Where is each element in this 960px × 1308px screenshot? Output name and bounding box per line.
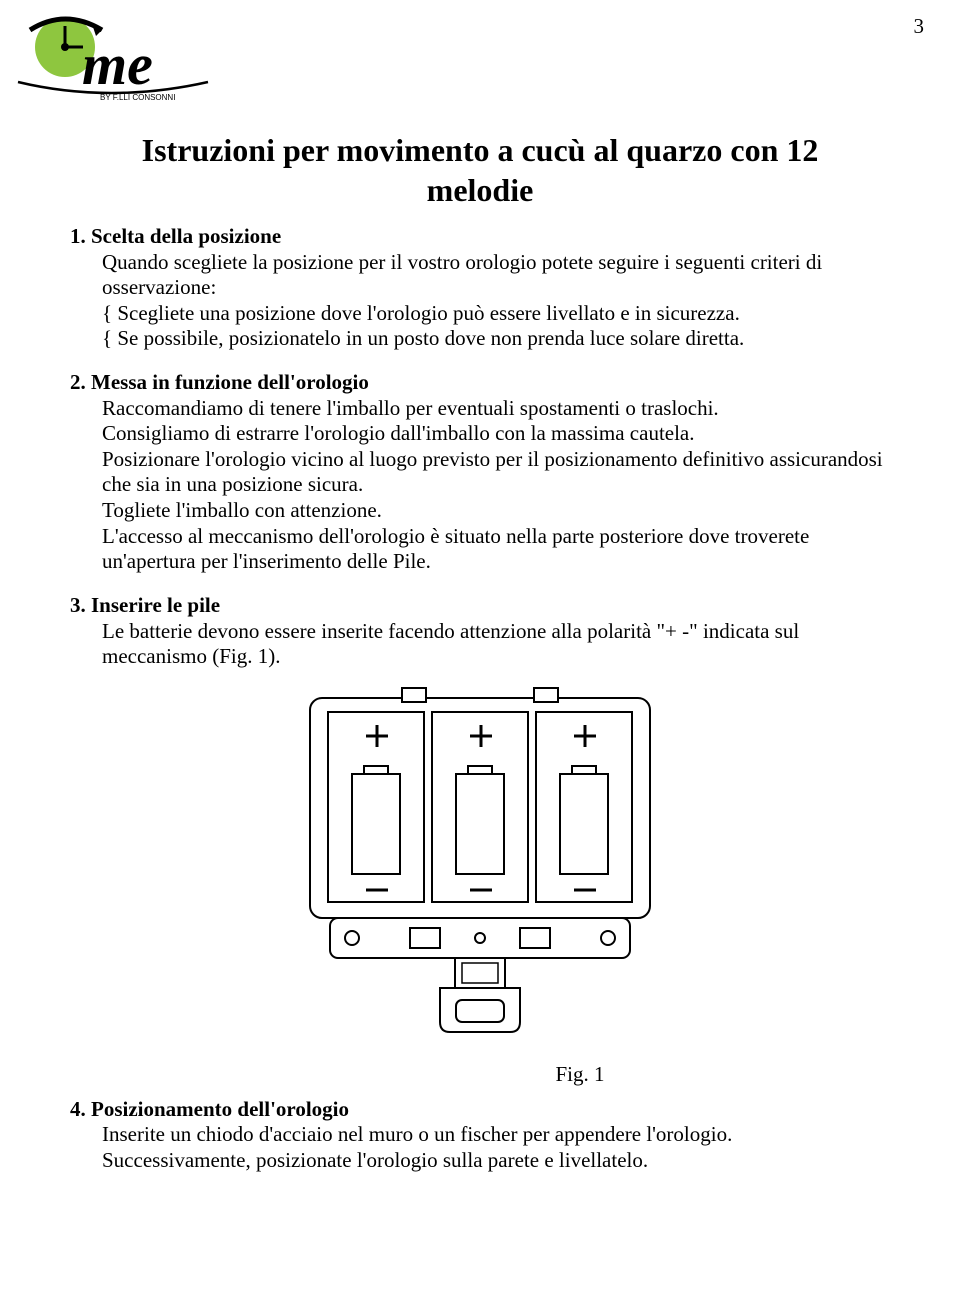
brand-logo: me BY F.LLI CONSONNI: [10, 12, 220, 107]
section-3-body: Le batterie devono essere inserite facen…: [70, 619, 890, 670]
title-line-2: melodie: [427, 172, 534, 208]
section-2-body: Raccomandiamo di tenere l'imballo per ev…: [70, 396, 890, 575]
title-line-1: Istruzioni per movimento a cucù al quarz…: [142, 132, 819, 168]
figure-1-caption: Fig. 1: [270, 1062, 890, 1087]
section-3-heading: 3. Inserire le pile: [70, 593, 890, 619]
section-4-heading: 4. Posizionamento dell'orologio: [70, 1097, 890, 1123]
figure-1: [70, 678, 890, 1058]
section-2-heading: 2. Messa in funzione dell'orologio: [70, 370, 890, 396]
section-4-body: Inserite un chiodo d'acciaio nel muro o …: [70, 1122, 890, 1173]
section-4: 4. Posizionamento dell'orologio Inserite…: [70, 1097, 890, 1174]
section-1-body: Quando scegliete la posizione per il vos…: [70, 250, 890, 352]
section-1-heading: 1. Scelta della posizione: [70, 224, 890, 250]
page-content: Istruzioni per movimento a cucù al quarz…: [70, 130, 890, 1174]
main-title: Istruzioni per movimento a cucù al quarz…: [70, 130, 890, 210]
svg-text:BY F.LLI CONSONNI: BY F.LLI CONSONNI: [100, 93, 175, 102]
section-1: 1. Scelta della posizione Quando sceglie…: [70, 224, 890, 352]
page-number: 3: [914, 14, 925, 39]
section-3: 3. Inserire le pile Le batterie devono e…: [70, 593, 890, 670]
svg-text:me: me: [82, 32, 153, 97]
section-2: 2. Messa in funzione dell'orologio Racco…: [70, 370, 890, 575]
